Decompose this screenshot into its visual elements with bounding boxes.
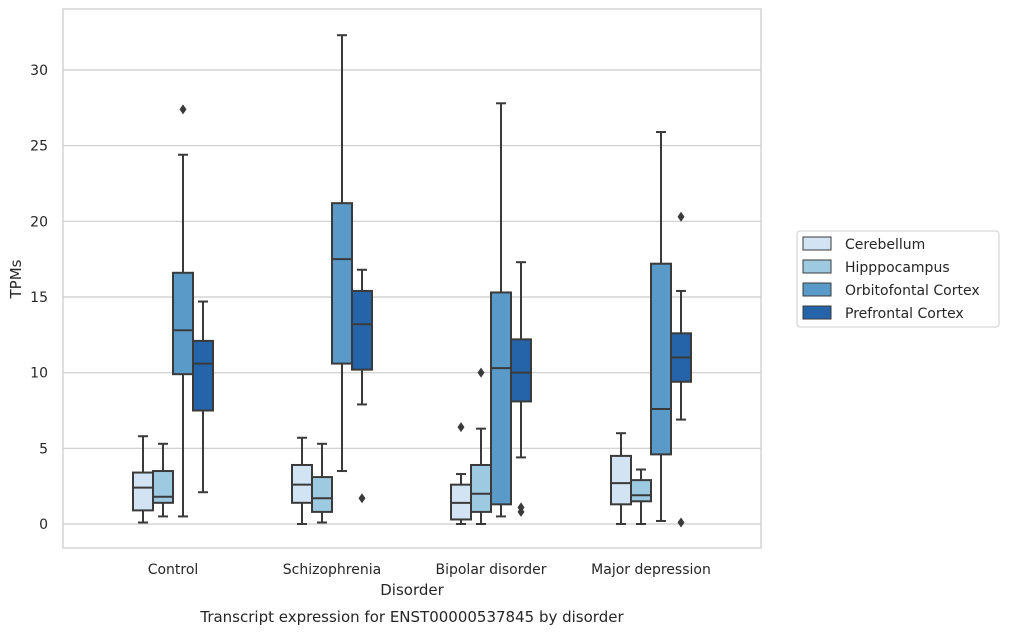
y-tick-label: 20 — [30, 214, 48, 230]
x-axis-label: Disorder — [380, 581, 444, 599]
box — [311, 442, 333, 524]
box-iqr — [650, 262, 672, 456]
legend-label: Hipppocampus — [845, 260, 950, 276]
y-tick-label: 10 — [30, 366, 48, 382]
y-tick-label: 25 — [30, 139, 48, 155]
y-tick-label: 5 — [39, 441, 48, 457]
box — [610, 432, 632, 525]
legend-swatch — [802, 282, 832, 297]
box — [152, 442, 174, 518]
box — [331, 34, 353, 473]
box-iqr — [192, 339, 214, 412]
outlier-point — [677, 211, 685, 222]
x-tick-label: Bipolar disorder — [435, 562, 546, 578]
legend-swatch — [802, 259, 832, 274]
legend-label: Orbitofontal Cortex — [845, 283, 980, 299]
series-orbitofontal-cortex — [172, 34, 672, 522]
box — [450, 422, 472, 525]
x-tick-label: Control — [148, 562, 199, 578]
box-iqr — [172, 271, 194, 376]
outlier-point — [358, 493, 366, 504]
outlier-point — [477, 367, 485, 378]
box — [172, 104, 194, 518]
box — [670, 211, 692, 528]
box — [630, 468, 652, 525]
legend-frame — [796, 230, 1000, 328]
outlier-point — [677, 517, 685, 528]
box-iqr — [510, 338, 532, 403]
y-tick-label: 30 — [30, 63, 48, 79]
box — [490, 102, 512, 518]
box-iqr — [152, 470, 174, 504]
series-hipppocampus — [152, 367, 652, 525]
box-iqr — [351, 289, 373, 371]
box-iqr — [630, 479, 652, 503]
box — [650, 131, 672, 522]
legend-swatch — [802, 236, 832, 251]
legend: Cerebellum Hipppocampus Orbitofontal Corte… — [796, 230, 1000, 328]
y-axis-label: TPMs — [7, 259, 25, 299]
box-iqr — [470, 463, 492, 513]
x-tick-label: Major depression — [591, 562, 711, 578]
outlier-point — [517, 506, 525, 517]
legend-label: Prefrontal Cortex — [845, 306, 964, 322]
chart-caption: Transcript expression for ENST0000053784… — [199, 608, 624, 626]
box — [132, 435, 154, 524]
box-series — [132, 34, 692, 528]
outlier-point — [179, 104, 187, 115]
x-tick-label: Schizophrenia — [283, 562, 381, 578]
series-cerebellum — [132, 422, 632, 525]
box-iqr — [490, 291, 512, 506]
y-axis-ticks: 0 5 10 15 20 25 30 — [30, 63, 48, 533]
box — [510, 261, 532, 517]
x-axis-ticks: Control Schizophrenia Bipolar disorder Majo… — [148, 562, 711, 578]
series-prefrontal-cortex — [192, 211, 692, 528]
box-iqr — [331, 202, 353, 365]
y-tick-label: 0 — [39, 517, 48, 533]
box-iqr — [311, 476, 333, 513]
outlier-point — [457, 422, 465, 433]
legend-swatch — [802, 305, 832, 320]
box — [291, 436, 313, 525]
box — [351, 268, 373, 504]
box-iqr — [610, 454, 632, 506]
y-tick-label: 15 — [30, 290, 48, 306]
plot-area-frame — [62, 8, 762, 549]
legend-label: Cerebellum — [845, 237, 925, 253]
box — [192, 300, 214, 494]
box — [470, 367, 492, 525]
box-iqr — [132, 471, 154, 512]
